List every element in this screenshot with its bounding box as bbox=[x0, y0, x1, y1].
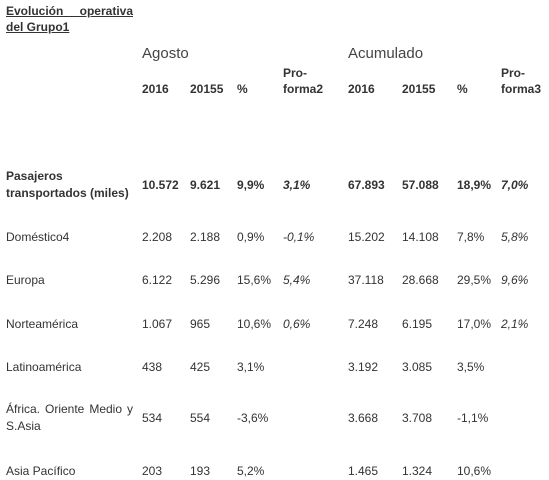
cell-year-current: 1.067 bbox=[142, 317, 173, 331]
cell-year-prior: 5.296 bbox=[190, 273, 221, 287]
cell-year-prior-cum: 28.668 bbox=[402, 273, 439, 287]
cell-year-prior: 9.621 bbox=[190, 178, 221, 192]
col-header-pct-cum: % bbox=[457, 82, 468, 96]
cell-proforma: 5,4% bbox=[283, 273, 311, 287]
row-label: Europa bbox=[6, 273, 45, 287]
cell-pct-cum: 3,5% bbox=[457, 360, 485, 374]
cell-pct-cum: 17,0% bbox=[457, 317, 492, 331]
col-header-pct: % bbox=[237, 82, 248, 96]
cell-proforma-cum: 7,0% bbox=[501, 178, 529, 192]
cell-year-current-cum: 37.118 bbox=[348, 273, 384, 287]
row-label: África. Oriente Medio y S.Asia bbox=[6, 402, 133, 433]
cell-year-current: 203 bbox=[142, 464, 163, 478]
col-header-proforma-cum-line2: forma3 bbox=[501, 82, 542, 96]
cell-year-prior: 2.188 bbox=[190, 230, 221, 244]
col-header-proforma-cum: Pro- forma3 bbox=[501, 65, 541, 97]
cell-year-prior: 554 bbox=[190, 411, 211, 425]
cell-year-prior-cum: 14.108 bbox=[402, 230, 439, 244]
group-header-month: Agosto bbox=[142, 45, 189, 62]
cell-year-current-cum: 15.202 bbox=[348, 230, 385, 244]
cell-year-prior-cum: 3.085 bbox=[402, 360, 433, 374]
cell-year-prior: 425 bbox=[190, 360, 211, 374]
group-header-cumulative: Acumulado bbox=[348, 45, 424, 62]
cell-year-current-cum: 7.248 bbox=[348, 317, 379, 331]
cell-pct: 10,6% bbox=[237, 317, 272, 331]
col-header-year-current: 2016 bbox=[142, 82, 169, 96]
cell-pct: -3,6% bbox=[237, 411, 269, 425]
cell-year-current-cum: 3.668 bbox=[348, 411, 379, 425]
cell-pct: 9,9% bbox=[237, 178, 265, 192]
row-label: Pasajeros transportados (miles) bbox=[6, 169, 129, 200]
cell-pct-cum: 10,6% bbox=[457, 464, 492, 478]
cell-year-prior-cum: 57.088 bbox=[402, 178, 439, 192]
cell-year-current: 6.122 bbox=[142, 273, 173, 287]
cell-proforma: 3,1% bbox=[283, 178, 311, 192]
cell-pct-cum: -1,1% bbox=[457, 411, 489, 425]
cell-year-prior: 965 bbox=[190, 317, 211, 331]
cell-year-prior-cum: 1.324 bbox=[402, 464, 433, 478]
cell-year-current: 438 bbox=[142, 360, 163, 374]
row-label: Norteamérica bbox=[6, 317, 79, 331]
cell-proforma-cum: 2,1% bbox=[501, 317, 529, 331]
cell-year-current: 10.572 bbox=[142, 178, 179, 192]
cell-year-prior-cum: 6.195 bbox=[402, 317, 433, 331]
col-header-proforma-cum-line1: Pro- bbox=[501, 66, 525, 80]
row-label: Doméstico4 bbox=[6, 230, 70, 244]
cell-year-current: 2.208 bbox=[142, 230, 173, 244]
cell-year-current: 534 bbox=[142, 411, 163, 425]
cell-pct-cum: 7,8% bbox=[457, 230, 485, 244]
row-label: Latinoamérica bbox=[6, 360, 82, 374]
cell-proforma: 0,6% bbox=[283, 317, 311, 331]
cell-pct: 0,9% bbox=[237, 230, 265, 244]
cell-year-prior: 193 bbox=[190, 464, 211, 478]
cell-pct: 15,6% bbox=[237, 273, 272, 287]
table-title: Evolución operativa del Grupo1 bbox=[6, 4, 133, 34]
cell-year-current-cum: 3.192 bbox=[348, 360, 379, 374]
cell-year-current-cum: 1.465 bbox=[348, 464, 379, 478]
cell-year-prior-cum: 3.708 bbox=[402, 411, 433, 425]
cell-pct: 3,1% bbox=[237, 360, 265, 374]
col-header-year-prior-cum: 20155 bbox=[402, 82, 436, 96]
cell-proforma-cum: 9,6% bbox=[501, 273, 529, 287]
col-header-year-prior: 20155 bbox=[190, 82, 224, 96]
cell-pct-cum: 29,5% bbox=[457, 273, 492, 287]
cell-pct-cum: 18,9% bbox=[457, 178, 492, 192]
col-header-proforma: Pro- forma2 bbox=[283, 65, 323, 97]
cell-proforma: -0,1% bbox=[283, 230, 315, 244]
row-label: Asia Pacífico bbox=[6, 464, 76, 478]
cell-year-current-cum: 67.893 bbox=[348, 178, 385, 192]
cell-pct: 5,2% bbox=[237, 464, 265, 478]
col-header-year-current-cum: 2016 bbox=[348, 82, 375, 96]
col-header-proforma-line1: Pro- bbox=[283, 66, 307, 80]
col-header-proforma-line2: forma2 bbox=[283, 82, 324, 96]
cell-proforma-cum: 5,8% bbox=[501, 230, 529, 244]
